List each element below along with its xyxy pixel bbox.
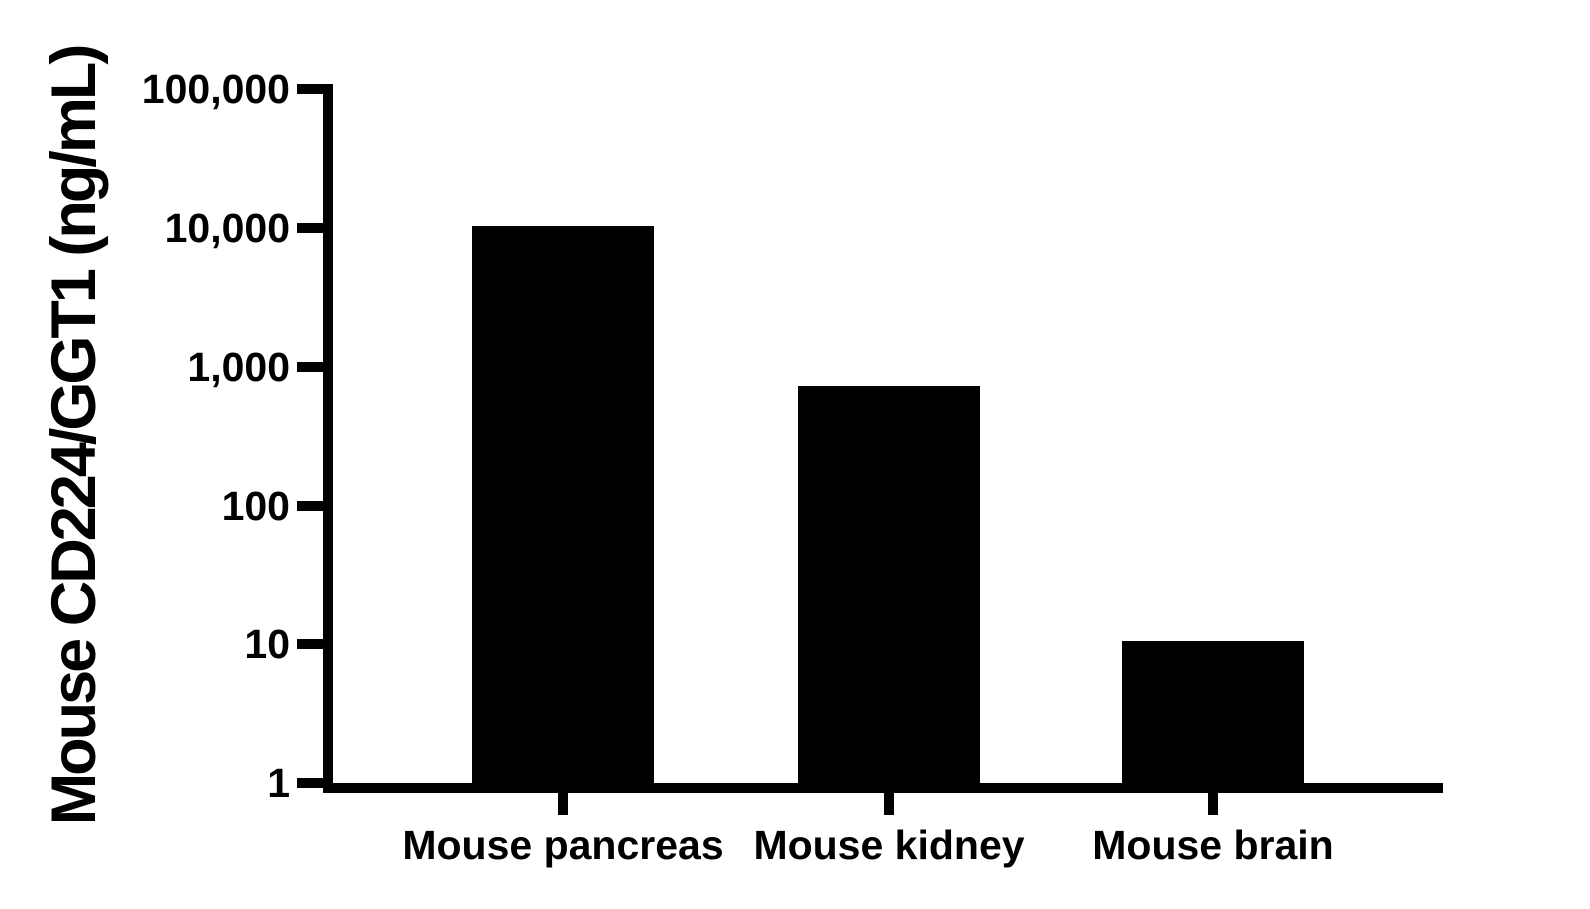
bar-mouse-brain: [1122, 640, 1304, 793]
y-tick-mark: [297, 778, 323, 789]
bar-mouse-pancreas: [472, 226, 654, 793]
y-axis-line: [323, 84, 333, 793]
y-tick-label: 1,000: [187, 343, 290, 390]
y-tick-mark: [297, 361, 323, 372]
y-tick-label: 100,000: [141, 66, 290, 112]
x-tick-mark: [558, 793, 568, 815]
x-tick-label: Mouse pancreas: [402, 822, 724, 868]
x-tick-label: Mouse brain: [1092, 822, 1334, 868]
y-tick-label: 100: [221, 482, 290, 529]
x-tick-mark: [884, 793, 894, 815]
y-tick-mark: [297, 500, 323, 511]
x-tick-label: Mouse kidney: [753, 822, 1025, 868]
bar-mouse-kidney: [798, 385, 980, 793]
x-tick-mark: [1208, 793, 1218, 815]
y-tick-label: 1: [267, 760, 290, 807]
y-tick-mark: [297, 222, 323, 233]
y-tick-label: 10: [244, 621, 290, 668]
y-axis-title: Mouse CD224/GGT1 (ng/mL): [39, 46, 109, 826]
y-tick-label: 10,000: [164, 204, 290, 251]
y-tick-mark: [297, 639, 323, 650]
y-tick-mark: [297, 84, 323, 94]
